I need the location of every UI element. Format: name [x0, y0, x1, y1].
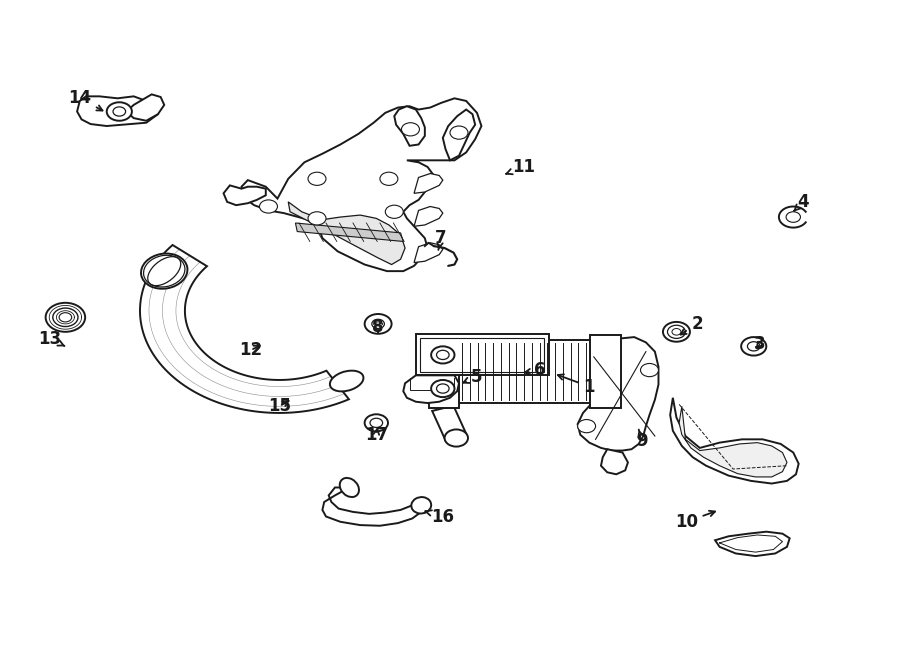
Polygon shape: [322, 487, 421, 525]
Bar: [454, 340, 594, 403]
Polygon shape: [140, 245, 349, 413]
Polygon shape: [578, 337, 659, 451]
Circle shape: [308, 173, 326, 185]
Polygon shape: [241, 98, 482, 271]
Text: 3: 3: [754, 334, 766, 353]
Circle shape: [59, 313, 72, 322]
Circle shape: [380, 173, 398, 185]
Circle shape: [672, 329, 681, 335]
Polygon shape: [223, 185, 266, 205]
Text: 17: 17: [364, 426, 388, 444]
Circle shape: [107, 102, 132, 121]
Text: 10: 10: [675, 511, 716, 531]
Circle shape: [742, 337, 766, 356]
Ellipse shape: [339, 478, 359, 497]
Polygon shape: [77, 97, 158, 126]
Text: 15: 15: [268, 397, 291, 415]
Circle shape: [113, 107, 126, 116]
Circle shape: [364, 414, 388, 432]
Bar: [429, 335, 459, 408]
Text: 6: 6: [525, 361, 545, 379]
Text: 16: 16: [426, 508, 454, 525]
Text: 9: 9: [636, 430, 648, 450]
Polygon shape: [432, 406, 467, 441]
Circle shape: [259, 200, 277, 213]
Circle shape: [364, 314, 392, 334]
Circle shape: [385, 205, 403, 218]
Text: 12: 12: [238, 341, 262, 360]
Polygon shape: [414, 243, 443, 262]
Polygon shape: [394, 106, 425, 146]
Text: 8: 8: [373, 318, 384, 336]
Polygon shape: [403, 375, 459, 403]
Polygon shape: [414, 206, 443, 226]
Polygon shape: [443, 110, 475, 161]
Circle shape: [786, 212, 800, 222]
Ellipse shape: [141, 254, 187, 289]
Text: 14: 14: [68, 89, 103, 110]
Circle shape: [401, 123, 419, 136]
Polygon shape: [716, 531, 789, 556]
Polygon shape: [295, 223, 403, 241]
Ellipse shape: [411, 497, 431, 514]
Circle shape: [450, 126, 468, 139]
Text: 4: 4: [795, 193, 809, 211]
Circle shape: [308, 212, 326, 225]
Circle shape: [431, 380, 454, 397]
Circle shape: [445, 430, 468, 447]
Polygon shape: [670, 398, 798, 484]
Text: 13: 13: [39, 330, 65, 348]
Circle shape: [46, 303, 86, 332]
Circle shape: [663, 322, 690, 342]
Text: 1: 1: [558, 374, 595, 395]
Circle shape: [747, 342, 760, 351]
Text: 7: 7: [436, 229, 446, 250]
Text: 11: 11: [506, 158, 536, 176]
Text: 5: 5: [464, 368, 482, 385]
Circle shape: [578, 420, 596, 433]
Circle shape: [431, 346, 454, 364]
Text: 2: 2: [680, 315, 703, 334]
Polygon shape: [414, 174, 443, 193]
Polygon shape: [288, 202, 405, 264]
Circle shape: [668, 325, 686, 338]
Circle shape: [53, 308, 78, 327]
Circle shape: [372, 319, 384, 329]
Circle shape: [370, 418, 382, 428]
Bar: [416, 334, 549, 375]
Bar: [590, 335, 621, 408]
Polygon shape: [601, 449, 628, 475]
Circle shape: [436, 384, 449, 393]
Circle shape: [436, 350, 449, 360]
Polygon shape: [680, 407, 787, 477]
Bar: [420, 338, 544, 372]
Polygon shape: [127, 95, 164, 121]
Ellipse shape: [330, 371, 364, 391]
Circle shape: [641, 364, 659, 377]
